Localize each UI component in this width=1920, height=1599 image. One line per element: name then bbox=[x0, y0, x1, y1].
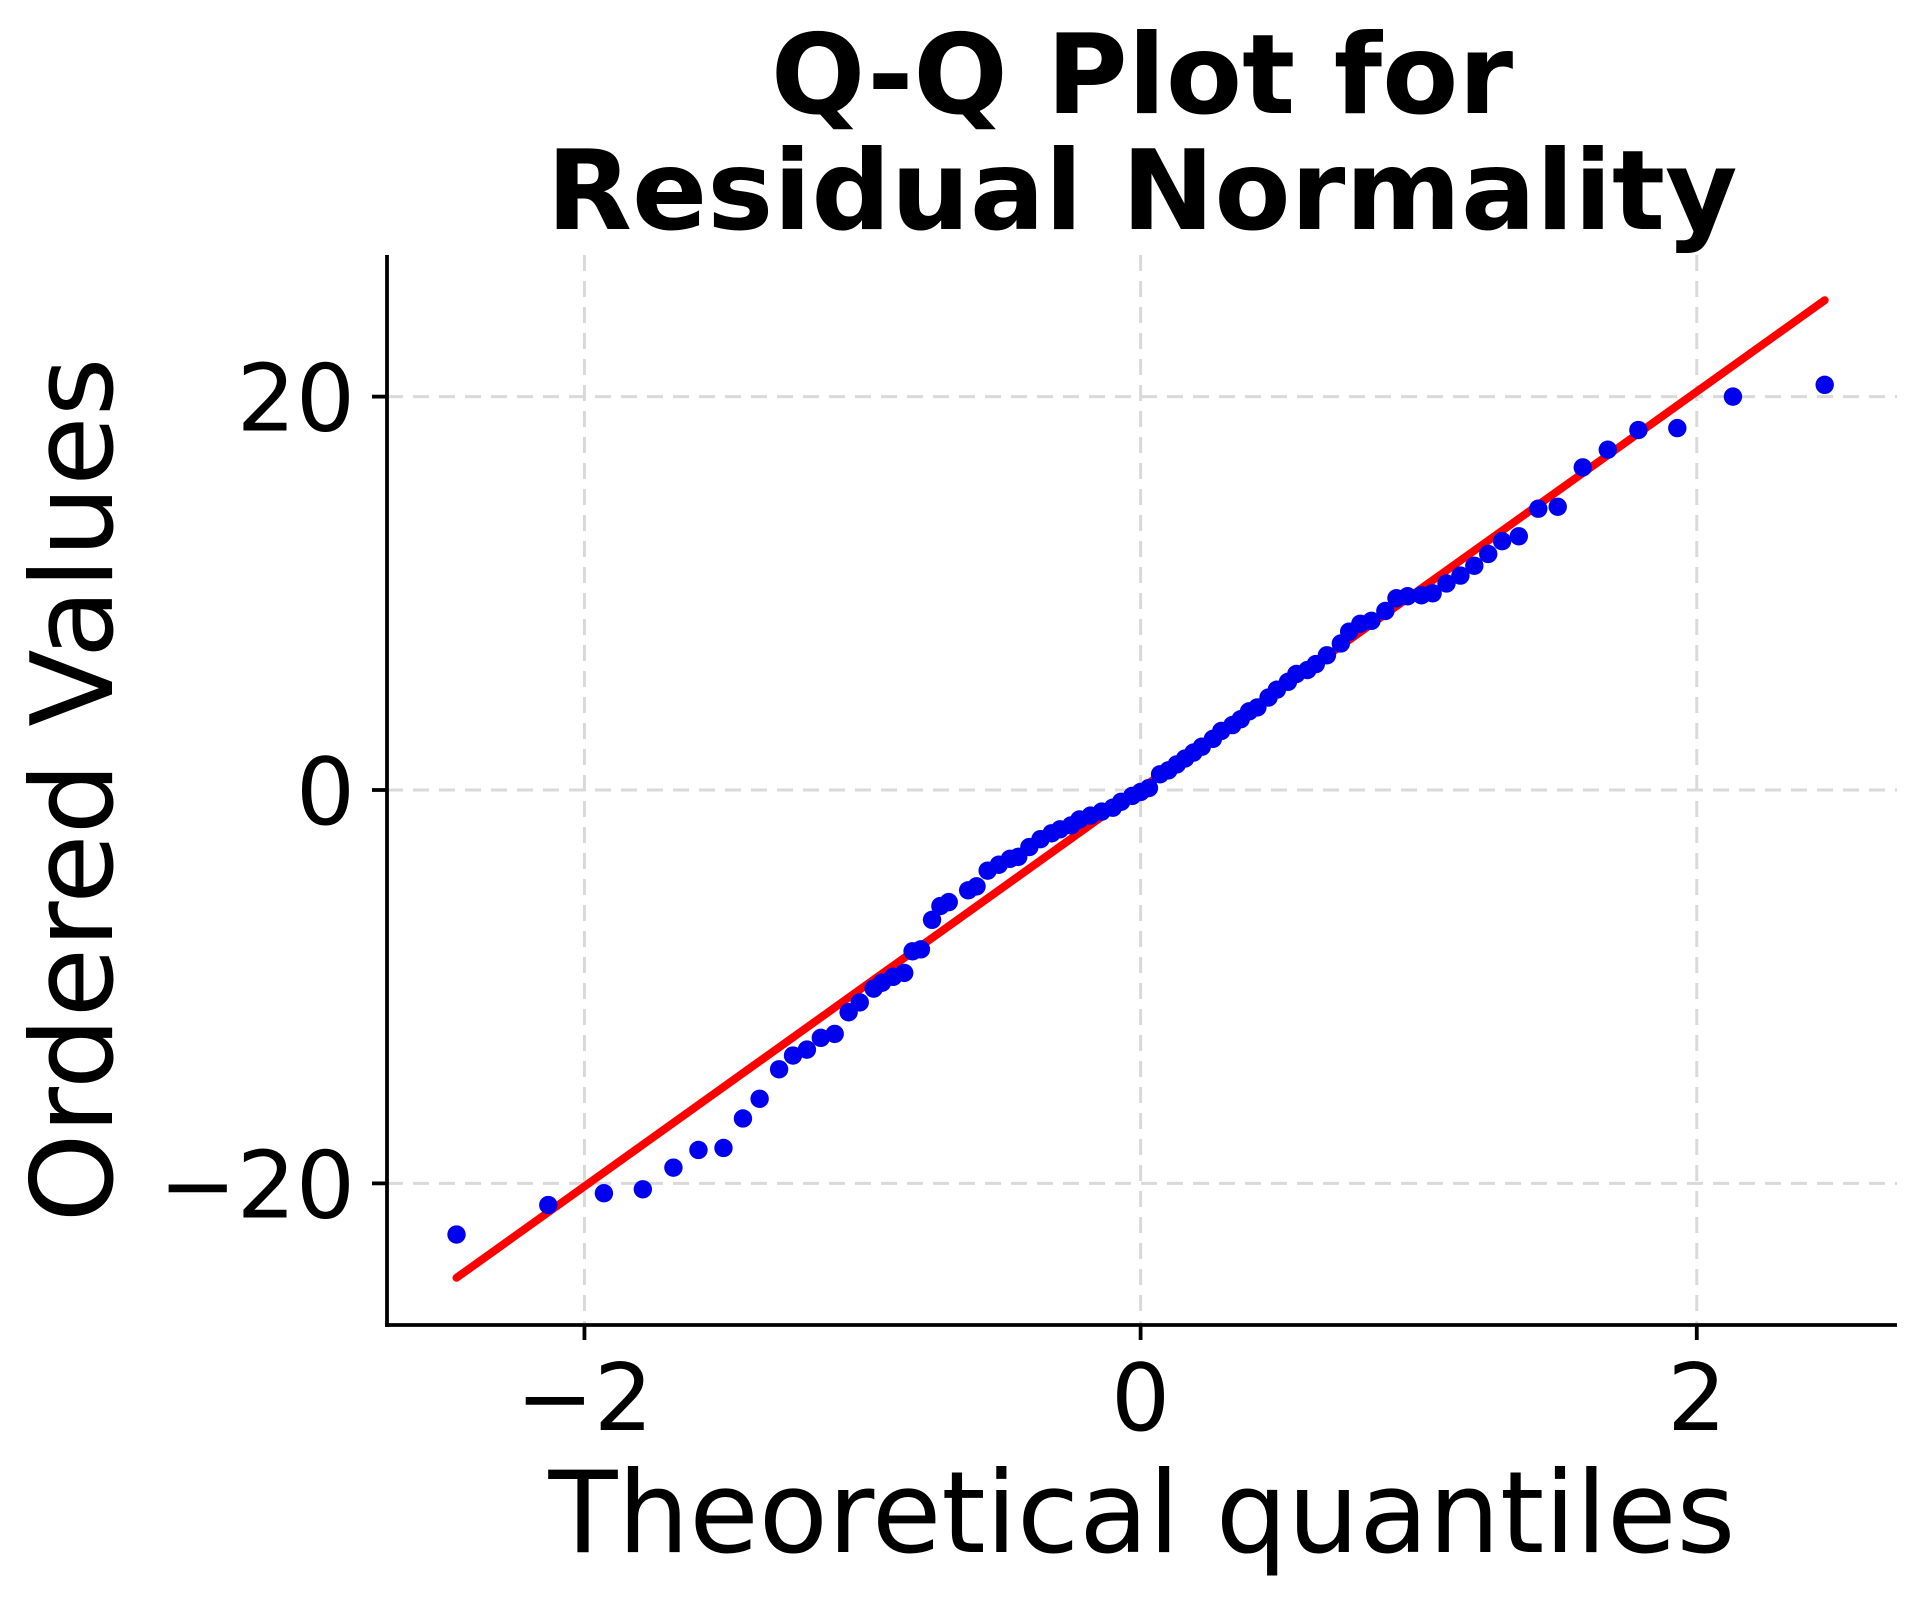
data-point bbox=[1437, 574, 1456, 593]
data-point bbox=[1451, 566, 1470, 585]
data-point bbox=[1629, 420, 1648, 440]
data-point bbox=[1398, 587, 1417, 606]
y-tick-label: 0 bbox=[296, 738, 355, 846]
data-point bbox=[714, 1138, 733, 1158]
data-point bbox=[783, 1046, 803, 1065]
data-point bbox=[825, 1024, 844, 1044]
data-point bbox=[1465, 556, 1484, 575]
data-point bbox=[939, 892, 958, 912]
y-axis-label: Ordered Values bbox=[7, 358, 139, 1223]
data-point bbox=[1376, 601, 1395, 621]
data-point bbox=[1598, 440, 1617, 459]
data-point bbox=[850, 993, 869, 1012]
data-point bbox=[633, 1180, 653, 1199]
data-point bbox=[1423, 584, 1442, 603]
data-point bbox=[1548, 497, 1567, 516]
chart-title-line2: Residual Normality bbox=[547, 127, 1738, 256]
data-point bbox=[1668, 418, 1687, 438]
data-point bbox=[1509, 527, 1529, 546]
data-points bbox=[447, 375, 1834, 1244]
x-tick-labels: −2 0 2 bbox=[516, 1344, 1726, 1452]
data-point bbox=[1492, 531, 1512, 551]
x-tick-label: 2 bbox=[1667, 1344, 1726, 1452]
data-point bbox=[1479, 544, 1498, 564]
x-axis-label: Theoretical quantiles bbox=[548, 1447, 1736, 1579]
data-point bbox=[911, 940, 931, 959]
data-point bbox=[1815, 375, 1834, 395]
data-point bbox=[967, 877, 986, 896]
data-point bbox=[895, 963, 914, 983]
data-point bbox=[922, 910, 942, 930]
x-tick-label: −2 bbox=[516, 1344, 653, 1452]
data-point bbox=[1139, 778, 1159, 798]
data-point bbox=[664, 1158, 683, 1177]
data-point bbox=[733, 1109, 753, 1128]
y-tick-label: −20 bbox=[159, 1131, 355, 1239]
y-tick-label: 20 bbox=[237, 345, 355, 453]
chart-title-line1: Q-Q Plot for bbox=[771, 11, 1513, 140]
data-point bbox=[769, 1060, 789, 1079]
data-point bbox=[594, 1184, 614, 1203]
data-point bbox=[689, 1140, 708, 1160]
data-point bbox=[750, 1089, 769, 1109]
data-point bbox=[1529, 499, 1548, 518]
data-point bbox=[811, 1028, 831, 1048]
data-point bbox=[797, 1040, 817, 1059]
y-tick-labels: −20 0 20 bbox=[159, 345, 355, 1240]
data-point bbox=[1317, 646, 1337, 665]
data-point bbox=[1573, 458, 1592, 477]
x-tick-label: 0 bbox=[1111, 1344, 1170, 1452]
data-point bbox=[1723, 387, 1743, 406]
axis-ticks bbox=[372, 394, 1699, 1340]
data-point bbox=[539, 1195, 558, 1215]
data-point bbox=[1362, 611, 1381, 631]
data-point bbox=[447, 1225, 466, 1244]
